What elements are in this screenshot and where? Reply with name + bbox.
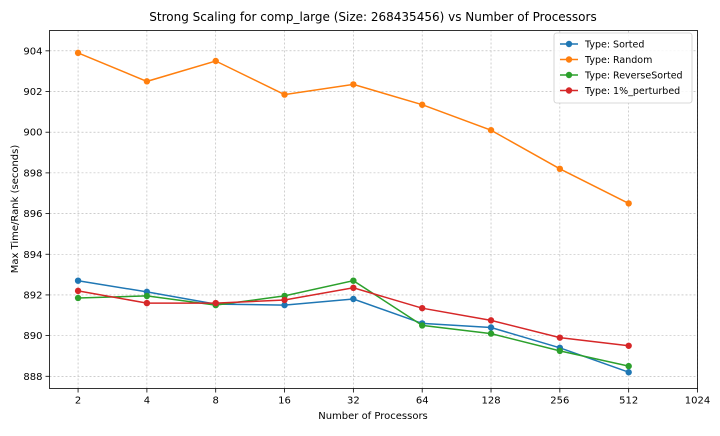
- data-point: [418, 101, 426, 108]
- legend-swatch-marker: [565, 87, 573, 94]
- legend-label: Type: ReverseSorted: [584, 71, 683, 82]
- data-point: [556, 347, 564, 355]
- y-tick-label: 888: [23, 372, 42, 383]
- data-point: [487, 330, 495, 337]
- series-group: [74, 49, 632, 376]
- legend-item: Type: Random: [560, 55, 652, 66]
- x-axis-label: Number of Processors: [318, 411, 428, 422]
- series-type-random: [74, 49, 632, 207]
- x-tick-label: 1024: [685, 396, 710, 407]
- data-point: [350, 81, 357, 88]
- y-tick-label: 892: [23, 290, 42, 301]
- series-type-1-perturbed: [74, 284, 632, 349]
- y-tick-label: 894: [23, 250, 42, 261]
- data-point: [487, 126, 495, 134]
- data-point: [556, 165, 564, 173]
- chart-title: Strong Scaling for comp_large (Size: 268…: [149, 10, 596, 24]
- y-tick-label: 900: [23, 128, 42, 139]
- data-point: [556, 334, 564, 341]
- y-tick-label: 902: [23, 87, 42, 98]
- x-tick-label: 32: [347, 396, 360, 407]
- legend-label: Type: Sorted: [584, 40, 644, 51]
- data-point: [625, 369, 632, 376]
- legend-swatch-marker: [565, 56, 573, 63]
- data-point: [143, 78, 151, 85]
- y-axis-label: Max Time/Rank (seconds): [10, 145, 21, 274]
- legend-item: Type: Sorted: [560, 40, 644, 51]
- grid: [49, 30, 698, 389]
- x-tick-label: 8: [213, 396, 219, 407]
- x-tick-label: 4: [144, 396, 150, 407]
- series-type-reversesorted: [74, 277, 632, 370]
- x-axis-ticks: 2 4 8 16 32 64 128 256 512 1024: [75, 388, 710, 407]
- legend-item: Type: ReverseSorted: [560, 71, 683, 82]
- data-point: [350, 284, 357, 292]
- x-tick-label: 64: [416, 396, 429, 407]
- x-tick-label: 128: [481, 396, 500, 407]
- data-point: [74, 277, 82, 284]
- data-point: [212, 299, 219, 307]
- legend-label: Type: Random: [584, 55, 652, 66]
- data-point: [625, 362, 632, 370]
- data-point: [625, 200, 632, 207]
- y-axis-ticks: 888 890 892 894 896 898 900 902 904: [23, 46, 50, 383]
- data-point: [74, 49, 82, 57]
- y-tick-label: 898: [23, 168, 42, 179]
- data-point: [74, 287, 82, 295]
- data-point: [487, 317, 495, 324]
- data-point: [212, 57, 219, 65]
- legend-label: Type: 1%_perturbed: [584, 86, 680, 97]
- legend: Type: Sorted Type: Random Type: ReverseSor…: [553, 32, 693, 104]
- legend-swatch-marker: [565, 40, 573, 48]
- x-tick-label: 2: [75, 396, 81, 407]
- data-point: [281, 91, 288, 98]
- data-point: [418, 304, 426, 312]
- data-point: [74, 294, 82, 302]
- y-tick-label: 890: [23, 331, 42, 342]
- data-point: [350, 295, 357, 303]
- x-tick-label: 512: [619, 396, 638, 407]
- series-line: [77, 279, 629, 373]
- data-point: [143, 292, 151, 300]
- x-tick-label: 16: [278, 396, 291, 407]
- plot-area-frame: [49, 30, 698, 389]
- data-point: [281, 296, 288, 304]
- data-point: [487, 324, 495, 331]
- legend-swatch-marker: [565, 71, 573, 79]
- y-tick-label: 904: [23, 46, 42, 57]
- legend-item: Type: 1%_perturbed: [560, 86, 680, 97]
- data-point: [143, 299, 151, 307]
- data-point: [418, 322, 426, 329]
- data-point: [625, 342, 632, 349]
- data-point: [350, 277, 357, 284]
- legend-box: [553, 32, 693, 104]
- x-tick-label: 256: [550, 396, 569, 407]
- data-point: [281, 301, 288, 309]
- y-tick-label: 896: [23, 209, 42, 220]
